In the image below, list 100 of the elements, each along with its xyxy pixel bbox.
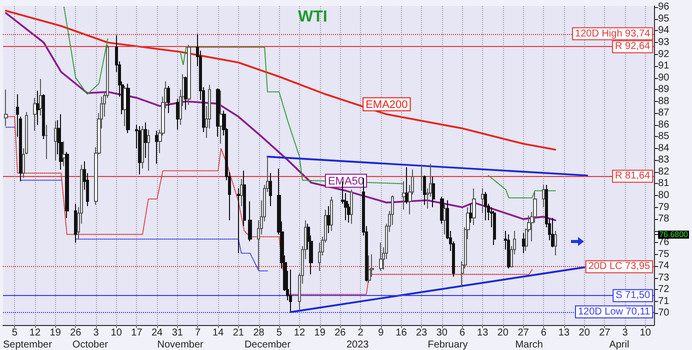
y-tick-label: 72	[658, 284, 670, 296]
candlestick	[484, 191, 487, 221]
candlestick	[216, 88, 220, 138]
y-tick-label: 74	[658, 260, 670, 272]
y-tick-label: 92	[658, 48, 670, 60]
candlestick	[379, 242, 383, 272]
y-tick-label: 90	[658, 72, 670, 84]
y-tick-label: 91	[658, 60, 670, 72]
candlestick	[522, 232, 525, 254]
candlestick	[138, 126, 141, 175]
x-tick-label: 26	[334, 328, 346, 338]
candlestick	[507, 234, 510, 269]
text: September	[3, 340, 53, 350]
y-tick-label: 75	[658, 248, 670, 260]
text: 2023	[346, 340, 370, 350]
x-tick-label: 6	[459, 328, 466, 338]
candlestick	[243, 170, 246, 227]
x-tick-label: 27	[599, 328, 611, 338]
y-tick-label: 80	[658, 190, 670, 202]
candlestick	[65, 151, 69, 218]
candlestick	[39, 78, 42, 116]
y-tick-label: 84	[658, 142, 670, 154]
candlestick	[432, 176, 435, 208]
x-tick-label: 20	[497, 328, 509, 338]
y-tick-label: 89	[658, 84, 670, 96]
ref-line-label: 120D Low 70,11	[578, 306, 651, 318]
y-tick-label: 73	[658, 272, 670, 284]
x-tick-label: 23	[416, 328, 428, 338]
y-tick-label: 88	[658, 96, 670, 107]
x-tick-label: 21	[232, 328, 244, 338]
candlestick	[167, 86, 170, 114]
x-tick-label: 27	[518, 328, 530, 338]
y-tick-label: 81	[658, 178, 670, 190]
x-tick-label: 16	[396, 328, 408, 338]
candlestick	[59, 114, 63, 170]
candlestick	[240, 178, 243, 207]
candlestick	[472, 188, 476, 226]
candlestick	[141, 126, 144, 169]
x-tick-label: 13	[558, 328, 570, 338]
candlestick	[493, 210, 496, 246]
x-tick-label: 2	[358, 328, 364, 338]
y-tick-label: 87	[658, 108, 670, 119]
candlestick	[481, 188, 484, 214]
x-tick-label: 17	[131, 328, 143, 338]
x-tick-label: 5	[276, 328, 282, 338]
y-tick-label: 83	[658, 154, 670, 166]
candlestick	[402, 180, 406, 210]
candlestick	[330, 196, 333, 232]
candlestick	[327, 206, 330, 234]
candlestick	[248, 200, 252, 242]
text: December	[244, 340, 292, 350]
y-tick-label: 76.6800	[659, 230, 689, 240]
y-tick-label: 86	[658, 119, 670, 130]
x-tick-label: 24	[151, 328, 164, 338]
text: October	[72, 340, 109, 350]
x-tick-label: 3	[93, 328, 100, 338]
line-series	[5, 10, 556, 151]
text: April	[609, 340, 630, 350]
x-tick-label: 5	[12, 328, 18, 338]
y-tick-label: 78	[658, 214, 670, 225]
candlestick	[420, 164, 423, 192]
x-tick-label: 12	[294, 328, 306, 338]
ref-line-label: 120D High 93,74	[575, 28, 651, 40]
x-tick-label: 9	[378, 328, 384, 338]
y-tick-label: 71	[658, 296, 670, 307]
x-tick-label: 19	[314, 328, 326, 338]
x-tick-label: 31	[172, 328, 184, 338]
y-tick-label: 70	[658, 308, 670, 319]
x-tick-label: 19	[50, 328, 62, 338]
candlestick	[147, 129, 150, 172]
y-tick-label: 85	[658, 131, 670, 142]
candlestick	[126, 83, 130, 134]
x-tick-label: 14	[212, 328, 224, 338]
candlestick	[269, 172, 272, 207]
x-tick-label: 12	[29, 328, 41, 338]
x-tick-label: 10	[110, 328, 122, 338]
text: February	[428, 340, 468, 350]
chart-title: WTI	[298, 8, 328, 26]
candlestick	[176, 98, 179, 130]
text: November	[157, 340, 204, 350]
x-tick-label: 13	[477, 328, 489, 338]
x-tick-label: 20	[578, 328, 590, 338]
x-tick-label: 26	[70, 328, 82, 338]
candlestick	[33, 97, 37, 132]
candlestick	[155, 130, 159, 164]
candlestick	[405, 166, 409, 204]
candlestick	[289, 269, 292, 313]
series-label: EMA50	[328, 175, 364, 188]
x-tick-label: 6	[540, 328, 547, 338]
ref-line-label: R 92,64	[615, 41, 651, 52]
y-tick-label: 93	[658, 36, 670, 48]
candlestick	[469, 203, 473, 224]
series-label: EMA200	[366, 98, 408, 111]
x-tick-label: 10	[640, 328, 652, 338]
y-tick-label: 79	[658, 202, 670, 213]
candlestick	[551, 217, 554, 248]
candlestick	[368, 255, 371, 284]
y-tick-label: 94	[658, 25, 670, 36]
y-tick-label: 96	[658, 2, 670, 13]
candlestick	[144, 122, 147, 158]
